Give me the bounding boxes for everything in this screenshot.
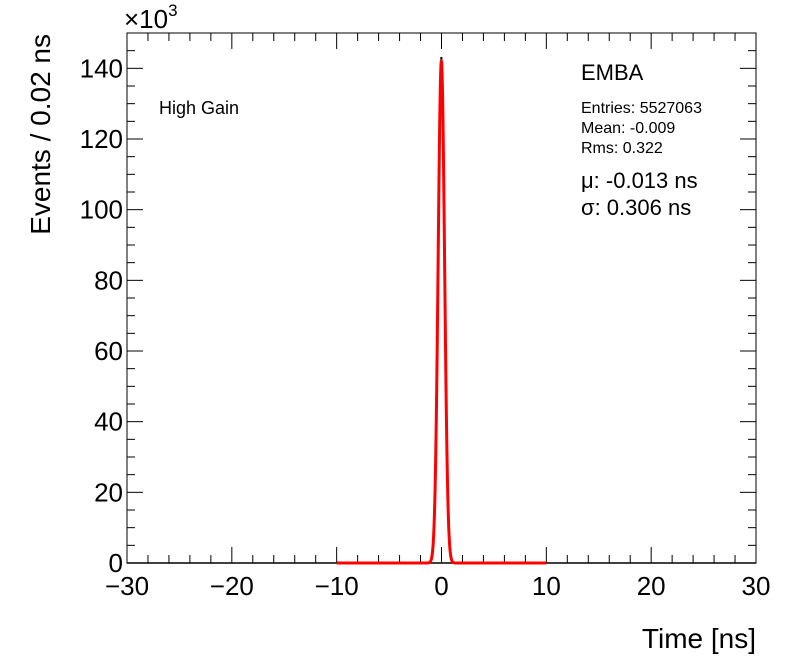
y-tick-label: 0 (109, 548, 123, 578)
x-axis-title: Time [ns] (642, 623, 756, 654)
stats-rms: Rms: 0.322 (581, 140, 663, 157)
y-tick-label: 60 (94, 336, 123, 366)
tick-labels: −30 −20 −10 0 10 20 30 0 20 40 60 80 100 120 140 (80, 53, 771, 601)
stats-entries: Entries: 5527063 (581, 100, 702, 117)
y-tick-label: 140 (80, 53, 123, 83)
series-layer (127, 56, 756, 565)
x-tick-label: 30 (742, 571, 771, 601)
fit-sigma: σ: 0.306 ns (581, 195, 691, 220)
y-tick-label: 40 (94, 407, 123, 437)
y-axis-title: Events / 0.02 ns (25, 34, 56, 235)
y-tick-label: 20 (94, 477, 123, 507)
fit-mu: μ: -0.013 ns (581, 168, 698, 193)
x-tick-label: 0 (434, 571, 448, 601)
y-tick-label: 120 (80, 124, 123, 154)
gain-annotation: High Gain (159, 98, 239, 118)
stats-mean: Mean: -0.009 (581, 120, 675, 137)
x-tick-label: 20 (637, 571, 666, 601)
y-multiplier: ×103 (124, 1, 178, 34)
x-tick-label: −30 (105, 571, 149, 601)
stats-name: EMBA (581, 60, 644, 85)
fit-curve-series (336, 58, 547, 565)
x-tick-label: −20 (210, 571, 254, 601)
y-multiplier-base: ×10 (124, 4, 168, 34)
y-multiplier-exponent: 3 (168, 1, 177, 20)
y-tick-label: 80 (94, 265, 123, 295)
axis-ticks (126, 32, 757, 564)
y-tick-label: 100 (80, 195, 123, 225)
x-tick-label: −10 (315, 571, 359, 601)
x-tick-label: 10 (532, 571, 561, 601)
